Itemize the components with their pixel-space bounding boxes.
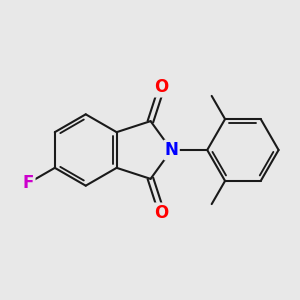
Text: F: F	[23, 174, 34, 192]
Text: N: N	[165, 141, 178, 159]
Text: O: O	[154, 78, 169, 96]
Text: O: O	[154, 204, 169, 222]
